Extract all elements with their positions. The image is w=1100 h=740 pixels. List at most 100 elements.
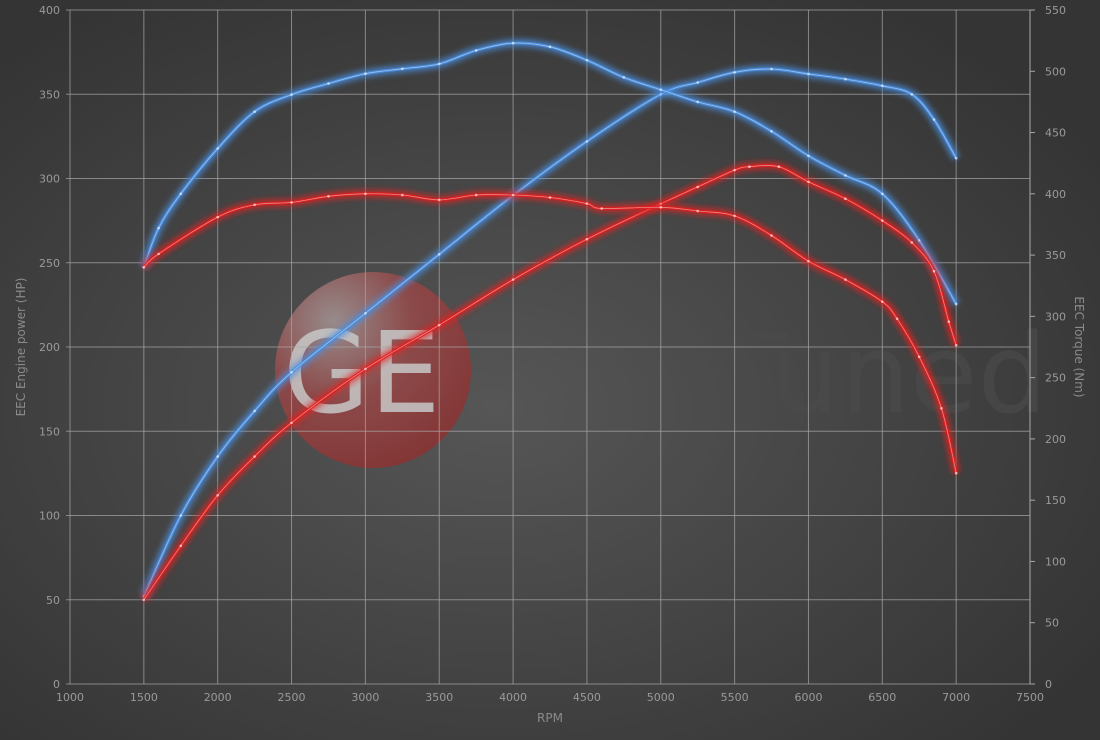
red-power-point	[733, 168, 736, 172]
y-tick-label: 250	[39, 257, 60, 270]
red-power-point	[807, 180, 810, 184]
red-power-point	[932, 269, 936, 273]
red-torque-point	[157, 252, 160, 256]
y2-tick-label: 300	[1045, 310, 1066, 323]
red-power-point	[179, 544, 183, 548]
blue-torque-line	[142, 41, 958, 305]
red-power-highlight	[143, 165, 957, 601]
y-tick-label: 400	[39, 4, 60, 17]
blue-power-point	[696, 81, 699, 84]
y-tick-label: 0	[53, 678, 60, 691]
x-tick-label: 6000	[794, 691, 822, 704]
red-power-point	[511, 278, 515, 281]
x-tick-label: 3500	[425, 691, 453, 704]
red-power-point	[696, 185, 699, 189]
red-power-point	[954, 344, 958, 347]
red-torque-point	[733, 214, 736, 218]
blue-power-point	[932, 118, 936, 121]
blue-torque-highlight	[143, 42, 957, 305]
red-torque-point	[807, 259, 810, 263]
watermark-tuned-text: Tuned	[719, 310, 1047, 438]
x-tick-label: 4500	[573, 691, 601, 704]
blue-torque-point	[844, 174, 847, 177]
x-tick-label: 1000	[56, 691, 84, 704]
red-power-line	[142, 163, 958, 601]
x-tick-label: 4000	[499, 691, 527, 704]
blue-power-point	[585, 140, 589, 143]
y2-tick-label: 400	[1045, 188, 1066, 201]
x-tick-label: 5500	[721, 691, 749, 704]
red-power-point	[437, 323, 441, 327]
y-axis-label: EEC Engine power (HP)	[14, 278, 28, 417]
blue-torque-point	[290, 93, 293, 96]
x-tick-label: 1500	[130, 691, 158, 704]
x-tick-label: 7000	[942, 691, 970, 704]
series-group	[140, 38, 961, 603]
y2-tick-label: 50	[1045, 617, 1059, 630]
y2-tick-label: 200	[1045, 433, 1066, 446]
red-torque-point	[895, 317, 899, 321]
blue-power-point	[844, 77, 847, 81]
blue-power-point	[770, 67, 773, 71]
blue-torque-point	[179, 192, 183, 196]
blue-power-point	[216, 455, 219, 458]
blue-torque-point	[585, 58, 589, 62]
logo-circle	[275, 272, 471, 468]
red-torque-point	[659, 206, 663, 209]
blue-torque-point	[511, 41, 515, 45]
blue-torque-point	[622, 76, 626, 79]
blue-torque-point	[474, 49, 478, 52]
red-torque-point	[954, 471, 958, 475]
blue-power-point	[881, 84, 884, 88]
blue-torque-point	[253, 110, 256, 113]
y2-tick-label: 100	[1045, 555, 1066, 568]
blue-torque-point	[659, 88, 663, 91]
blue-torque-point	[157, 226, 160, 230]
y-tick-label: 50	[46, 594, 60, 607]
red-power-point	[364, 367, 367, 371]
y2-tick-label: 500	[1045, 65, 1066, 78]
blue-power-point	[807, 72, 810, 76]
blue-torque-point	[401, 67, 404, 71]
red-torque-point	[216, 215, 219, 219]
x-tick-label: 6500	[868, 691, 896, 704]
y2-axis-label: EEC Torque (Nm)	[1072, 296, 1086, 397]
y2-tick-label: 550	[1045, 4, 1066, 17]
blue-power-point	[290, 371, 293, 374]
blue-torque-point	[548, 45, 552, 49]
blue-torque-point	[881, 192, 884, 196]
watermark-logo: Tuned GE	[275, 272, 1047, 468]
red-torque-point	[696, 209, 699, 213]
red-torque-point	[511, 193, 515, 197]
blue-torque-point	[696, 100, 699, 104]
red-power-point	[585, 237, 589, 241]
red-power-point	[748, 165, 751, 168]
red-torque-point	[290, 201, 293, 204]
red-torque-point	[401, 193, 404, 197]
red-torque-point	[940, 407, 943, 410]
blue-torque-point	[733, 110, 736, 113]
blue-power-point	[364, 312, 367, 315]
x-tick-label: 7500	[1016, 691, 1044, 704]
blue-torque-point	[216, 147, 219, 150]
axis-ticks: 1000 1500 2000 2500 3000 3500 4000 4500 5000 5500…	[39, 4, 1066, 704]
red-torque-point	[327, 195, 330, 198]
blue-power-point	[437, 253, 441, 256]
blue-power-point	[733, 71, 736, 74]
y2-tick-label: 150	[1045, 494, 1066, 507]
blue-torque-point	[917, 239, 921, 242]
red-power-point	[844, 197, 847, 200]
red-torque-point	[364, 192, 367, 196]
red-power-point	[216, 494, 219, 497]
blue-power-point	[954, 157, 958, 160]
blue-torque-point	[954, 302, 958, 306]
blue-power-point	[179, 514, 183, 517]
y-tick-label: 300	[39, 173, 60, 186]
y2-tick-label: 250	[1045, 372, 1066, 385]
red-torque-point	[770, 234, 773, 237]
y2-tick-label: 0	[1045, 678, 1052, 691]
x-tick-label: 2000	[204, 691, 232, 704]
red-torque-point	[142, 266, 146, 269]
